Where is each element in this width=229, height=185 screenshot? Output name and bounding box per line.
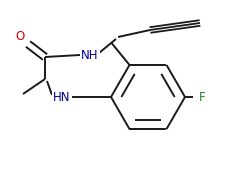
Text: F: F — [198, 90, 204, 103]
Text: O: O — [15, 29, 25, 43]
Text: HN: HN — [53, 90, 71, 103]
Text: NH: NH — [81, 48, 98, 61]
